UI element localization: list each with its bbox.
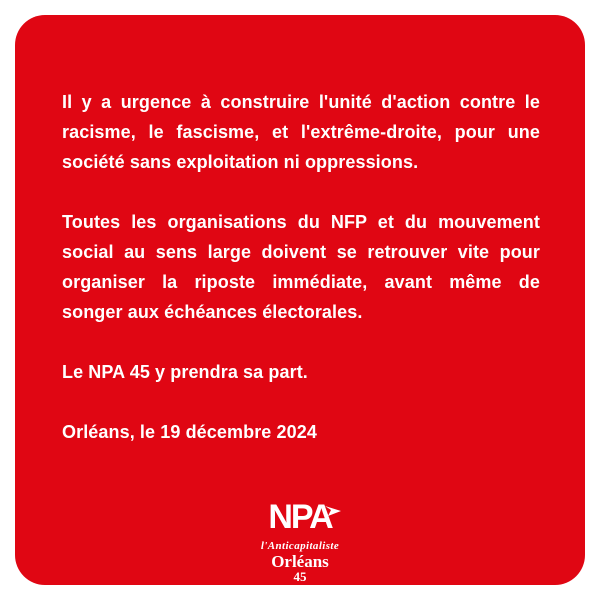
paragraph-line: société sans exploitation ni oppressions… [62,152,419,172]
paragraph-line: social au sens large doivent se retrouve… [62,242,540,262]
npa-logo-acronym: NPA [268,498,333,536]
paragraph-organisations: Toutes les organisations du NFP et du mo… [62,207,540,327]
npa-logo-acronym-row: NPA [268,500,341,537]
paragraph-line: songer aux échéances électorales. [62,302,363,322]
paragraph-line: Il y a urgence à construire l'unité d'ac… [62,92,540,112]
paragraph-npa45: Le NPA 45 y prendra sa part. [62,362,308,382]
statement-text: Il y a urgence à construire l'unité d'ac… [62,87,540,477]
npa-flag-icon [324,506,341,516]
npa-logo-department: 45 [293,569,307,584]
paragraph-line: racisme, le fascisme, et l'extrême-droit… [62,122,540,142]
npa-logo-city: Orléans [271,552,329,571]
paragraph-line: Toutes les organisations du NFP et du mo… [62,212,540,232]
paragraph-line: organiser la riposte immédiate, avant mê… [62,272,540,292]
npa-logo-tagline: l'Anticapitaliste [260,540,340,552]
paragraph-urgence: Il y a urgence à construire l'unité d'ac… [62,87,540,177]
statement-card: Il y a urgence à construire l'unité d'ac… [15,15,585,585]
paragraph-dateline: Orléans, le 19 décembre 2024 [62,422,317,442]
npa-logo: NPA l'Anticapitaliste Orléans 45 [15,500,585,584]
